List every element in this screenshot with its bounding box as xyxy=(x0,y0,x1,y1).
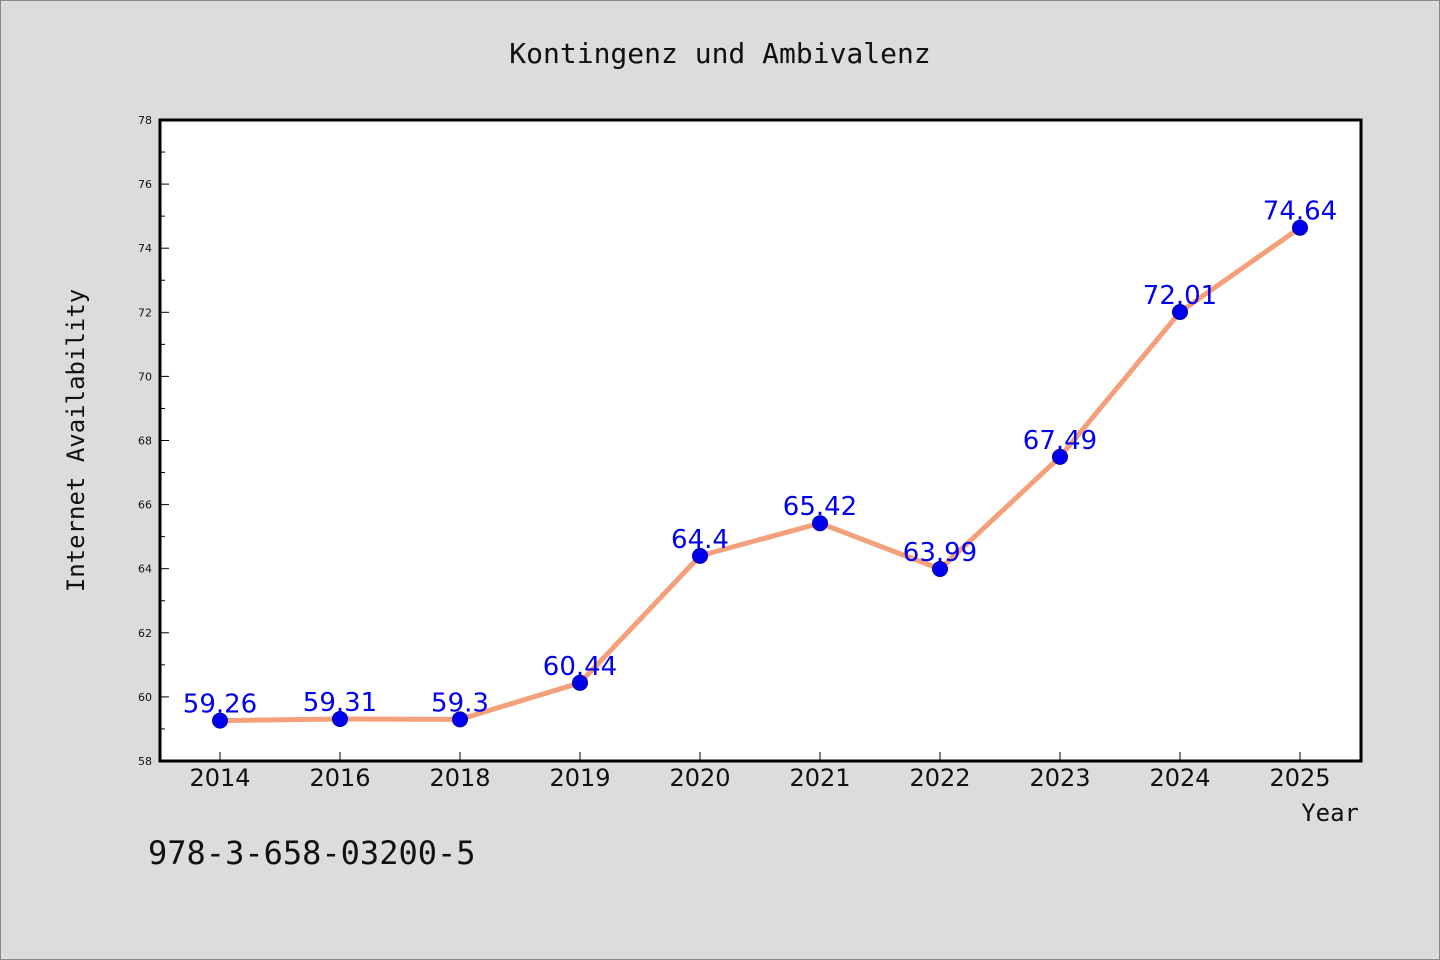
y-tick-label: 58 xyxy=(138,755,152,768)
x-axis-label: Year xyxy=(1301,799,1359,827)
data-label: 63.99 xyxy=(903,538,977,568)
data-point xyxy=(212,712,228,729)
x-tick-label: 2019 xyxy=(549,764,610,792)
x-tick-label: 2024 xyxy=(1149,764,1210,792)
y-tick-label: 70 xyxy=(138,370,152,383)
x-tick-label: 2016 xyxy=(309,764,370,792)
y-axis-label: Internet Availability xyxy=(62,289,90,592)
x-tick-label: 2014 xyxy=(189,764,250,792)
y-tick-label: 72 xyxy=(138,306,152,319)
x-axis: 2014 2016 2018 2019 2020 2021 2022 2023 2024 2025 xyxy=(189,752,1331,792)
data-label: 74.64 xyxy=(1263,197,1337,227)
x-tick-label: 2025 xyxy=(1269,764,1330,792)
x-tick-label: 2018 xyxy=(429,764,490,792)
series-line xyxy=(217,225,1303,724)
data-label: 72.01 xyxy=(1143,281,1217,311)
series-group: 59.26 59.31 59.3 60.44 64.4 65.42 63.99 67.49 72… xyxy=(183,197,1337,729)
y-tick-label: 76 xyxy=(138,178,152,191)
data-point xyxy=(692,547,708,564)
plot-area xyxy=(158,118,1363,763)
y-tick-label: 64 xyxy=(138,563,152,576)
data-point xyxy=(932,561,948,578)
y-axis: 58 60 62 64 66 68 70 72 74 76 78 xyxy=(138,114,169,768)
data-point xyxy=(332,711,348,728)
chart-title: Kontingenz und Ambivalenz xyxy=(509,37,930,70)
x-tick-label: 2022 xyxy=(909,764,970,792)
isbn-annotation: 978-3-658-03200-5 xyxy=(148,834,476,872)
data-label: 59.31 xyxy=(303,688,377,718)
y-tick-label: 68 xyxy=(138,435,152,448)
data-point xyxy=(572,674,588,691)
data-label: 67.49 xyxy=(1023,426,1097,456)
data-point xyxy=(1052,448,1068,465)
y-tick-label: 78 xyxy=(138,114,152,127)
y-tick-label: 74 xyxy=(138,242,152,255)
x-tick-label: 2020 xyxy=(669,764,730,792)
data-point xyxy=(812,515,828,532)
data-label: 64.4 xyxy=(671,525,729,555)
y-tick-label: 62 xyxy=(138,627,152,640)
data-point xyxy=(1292,219,1308,236)
x-tick-label: 2023 xyxy=(1029,764,1090,792)
data-label: 59.26 xyxy=(183,690,257,720)
data-label: 59.3 xyxy=(431,688,489,718)
data-point xyxy=(1172,303,1188,320)
data-label: 60.44 xyxy=(543,652,617,682)
y-tick-label: 66 xyxy=(138,499,152,512)
data-point xyxy=(452,711,468,728)
y-tick-label: 60 xyxy=(138,691,152,704)
x-tick-label: 2021 xyxy=(789,764,850,792)
data-label: 65.42 xyxy=(783,492,857,522)
